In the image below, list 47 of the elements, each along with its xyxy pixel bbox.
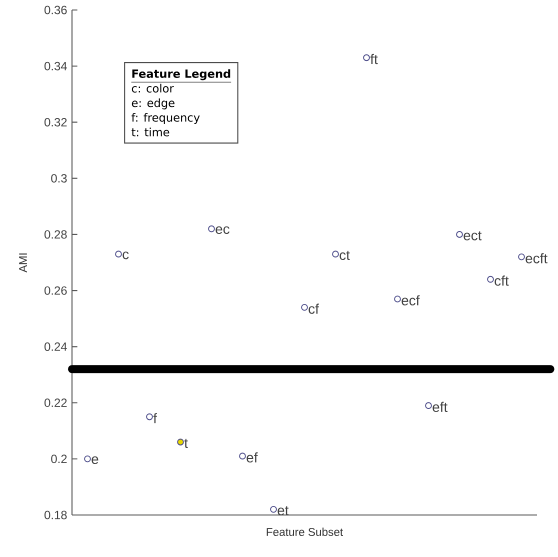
point	[394, 296, 401, 302]
data-label: cft	[494, 276, 509, 286]
data-label: ect	[464, 231, 482, 240]
point	[518, 253, 525, 260]
data-label: ft	[370, 54, 378, 64]
data-label: e	[92, 456, 98, 464]
y-tick-label: 0.32	[44, 118, 67, 126]
point	[270, 506, 277, 513]
point	[84, 455, 91, 462]
annotation: e: edge	[132, 98, 174, 110]
data-label: ec	[216, 226, 230, 234]
point	[425, 402, 432, 409]
point	[487, 276, 494, 283]
point	[456, 231, 463, 238]
data-label: ct	[340, 250, 350, 260]
annotation: t: time	[132, 128, 170, 136]
point	[363, 54, 370, 62]
data-label: ef	[246, 452, 258, 463]
x-axis-title: Feature Subset	[266, 528, 344, 536]
point	[332, 250, 339, 258]
y-tick-label: 0.22	[44, 398, 67, 408]
y-axis-title: AMI	[19, 253, 27, 273]
data-label: c	[122, 252, 129, 260]
point	[208, 225, 215, 232]
point	[177, 438, 184, 446]
data-label: t	[184, 438, 188, 448]
y-tick-label: 0.18	[44, 510, 67, 520]
data-label: f	[153, 413, 157, 424]
annotation: c: color	[132, 84, 174, 93]
y-tick-label: 0.3	[51, 174, 67, 183]
annotation: Feature Legend	[132, 69, 230, 80]
point	[115, 250, 122, 258]
y-tick-label: 0.26	[44, 286, 67, 295]
point	[146, 413, 153, 420]
data-label: cf	[308, 304, 319, 314]
data-label: eft	[432, 402, 448, 412]
y-tick-label: 0.36	[44, 6, 67, 14]
y-tick-label: 0.28	[44, 230, 67, 239]
y-tick-label: 0.2	[51, 454, 67, 464]
data-label: ecf	[402, 295, 420, 306]
y-tick-label: 0.34	[44, 62, 67, 70]
point	[301, 304, 308, 311]
data-label: et	[278, 506, 289, 516]
annotation: f: frequency	[132, 113, 200, 124]
point	[239, 452, 246, 460]
data-label: ecft	[526, 253, 548, 264]
y-tick-label: 0.24	[44, 342, 67, 351]
